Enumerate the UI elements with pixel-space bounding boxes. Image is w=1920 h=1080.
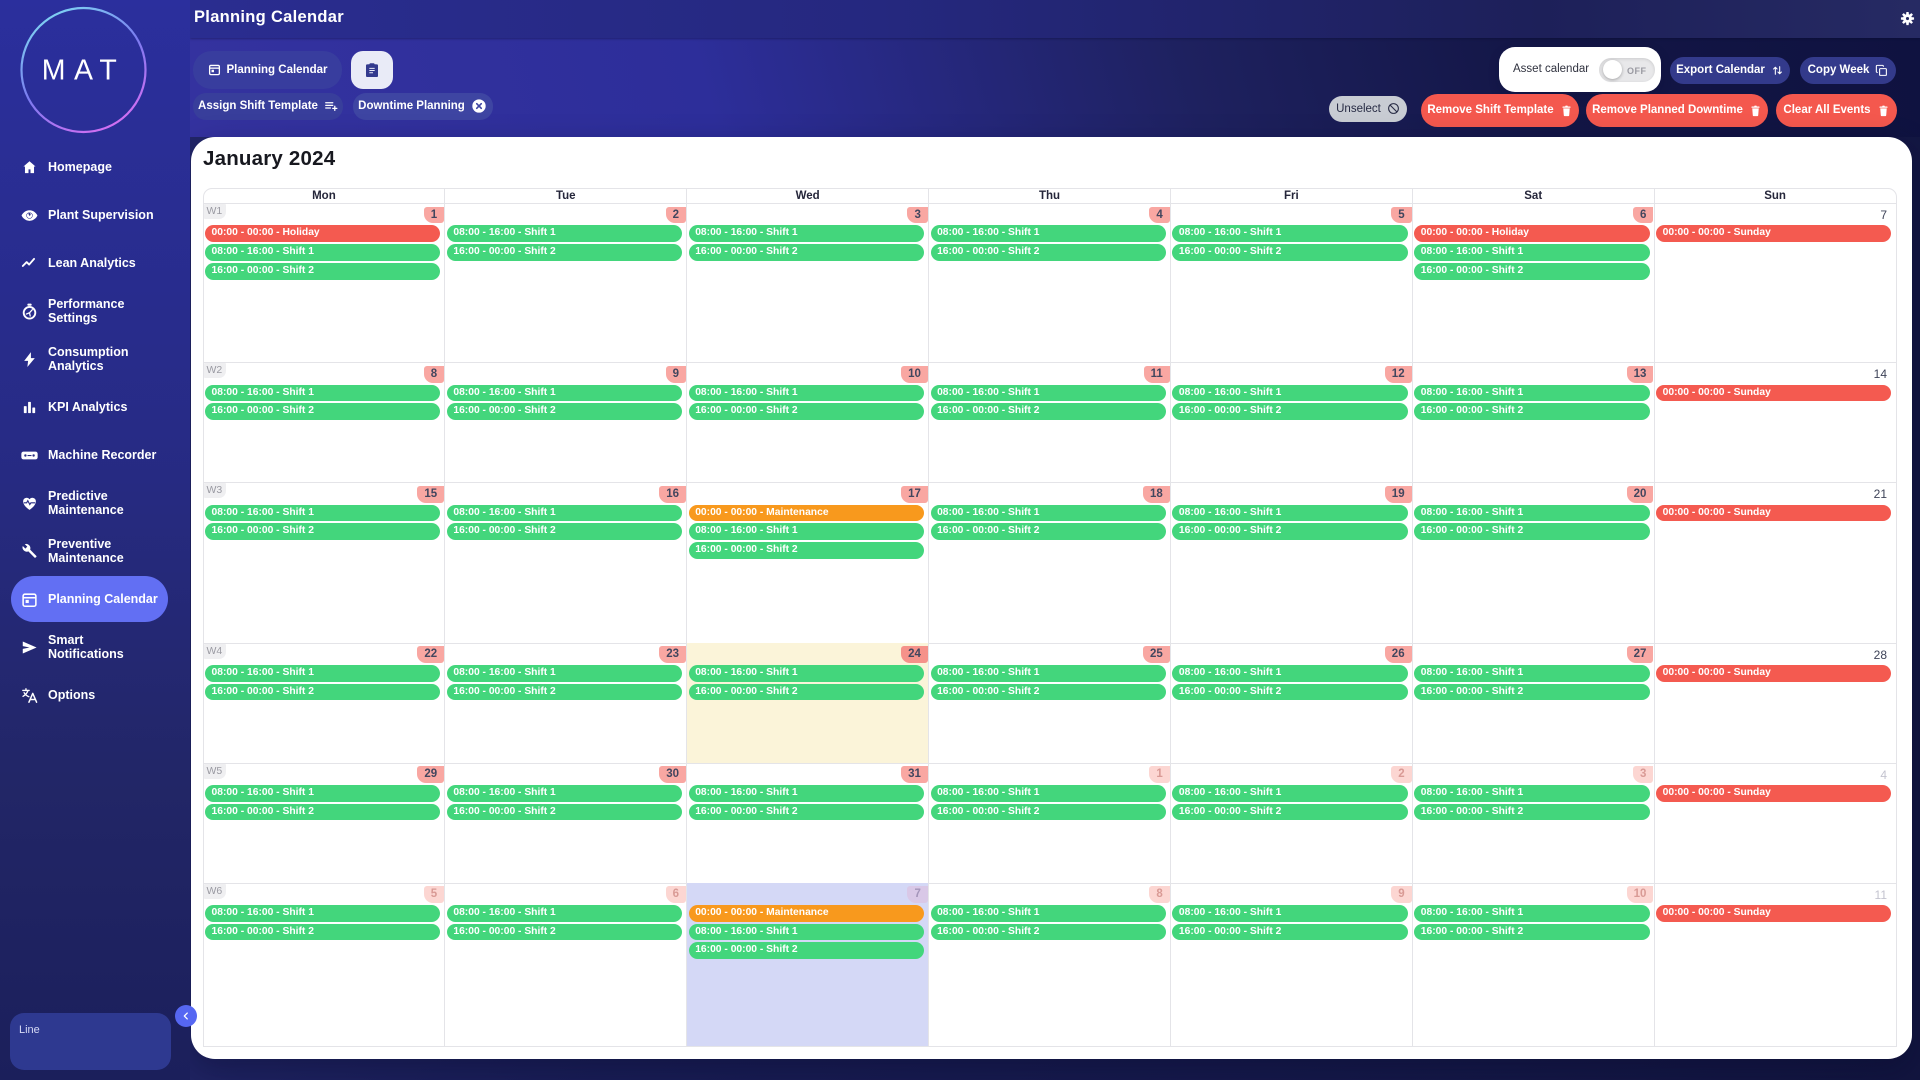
svg-text:MAT: MAT <box>42 55 126 87</box>
